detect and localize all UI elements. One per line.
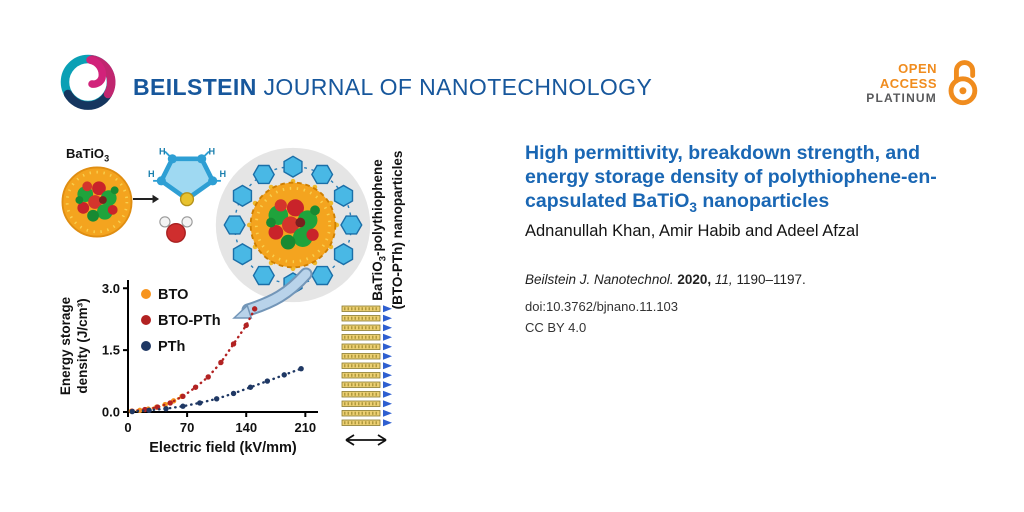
svg-text:BTO: BTO [158, 287, 188, 303]
article-authors: Adnanullah Khan, Amir Habib and Adeel Af… [525, 222, 859, 240]
beilstein-logo-icon[interactable] [56, 50, 120, 114]
water-molecule-icon [159, 216, 193, 243]
svg-text:0.0: 0.0 [102, 405, 120, 420]
bto-nanoparticle-icon [61, 166, 133, 238]
svg-text:density (J/cm³): density (J/cm³) [75, 298, 90, 393]
article-title[interactable]: High permittivity, breakdown strength, a… [525, 142, 937, 215]
open-access-badge: OPEN ACCESS PLATINUM [845, 61, 937, 106]
svg-text:Electric field (kV/mm): Electric field (kV/mm) [149, 440, 297, 456]
svg-text:210: 210 [294, 420, 316, 435]
platinum-label: PLATINUM [866, 90, 937, 105]
svg-text:H: H [219, 169, 226, 179]
svg-text:70: 70 [180, 420, 194, 435]
svg-text:140: 140 [235, 420, 257, 435]
capacitor-stack-icon [341, 305, 392, 446]
journal-name[interactable]: BEILSTEIN JOURNAL OF NANOTECHNOLOGY [133, 74, 653, 100]
svg-text:1.5: 1.5 [102, 343, 120, 358]
energy-storage-chart: 0 70 140 210 0.0 1.5 3.0 BTO BTO-PTh PTh Electric … [58, 280, 318, 456]
svg-text:3.0: 3.0 [102, 281, 120, 296]
svg-text:0: 0 [124, 420, 131, 435]
svg-text:PTh: PTh [158, 339, 185, 355]
reaction-arrow-icon [132, 194, 160, 204]
svg-text:H: H [208, 146, 215, 156]
reactant-label: BaTiO3 [66, 146, 110, 164]
article-license: CC BY 4.0 [525, 320, 587, 335]
svg-text:H: H [148, 169, 155, 179]
bto-pth-nanoparticle-icon [215, 147, 371, 303]
svg-text:Energy storage: Energy storage [58, 296, 73, 395]
svg-text:H: H [159, 146, 166, 156]
article-citation: Beilstein J. Nanotechnol. 2020, 11, 1190… [525, 272, 806, 287]
article-doi[interactable]: doi:10.3762/bjnano.11.103 [525, 299, 679, 314]
svg-text:BTO-PTh: BTO-PTh [158, 313, 221, 329]
open-lock-icon [948, 60, 978, 106]
product-label: BaTiO3-polythiophene (BTO-PTh) nanoparti… [369, 150, 405, 310]
thiophene-molecule-icon: H H H H [148, 146, 226, 207]
open-access-label: OPEN [898, 61, 937, 76]
